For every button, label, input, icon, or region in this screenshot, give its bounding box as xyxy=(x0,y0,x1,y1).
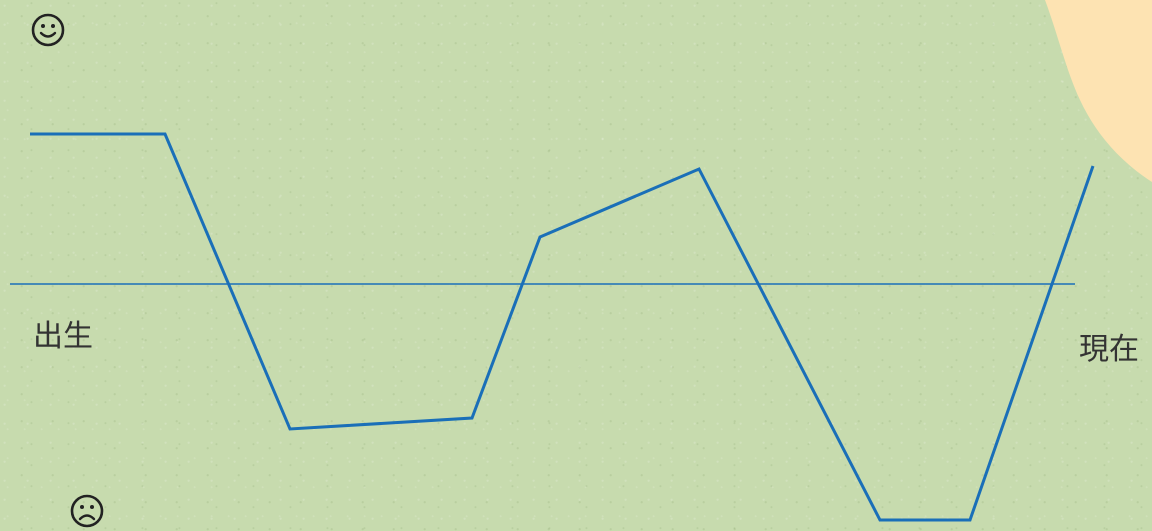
life-curve-line xyxy=(30,132,1095,522)
end-label: 現在 xyxy=(1079,332,1139,367)
frown-icon xyxy=(70,494,104,528)
start-label: 出生 xyxy=(33,319,93,354)
smiley-icon xyxy=(31,13,65,47)
decorative-blob xyxy=(1045,0,1152,182)
